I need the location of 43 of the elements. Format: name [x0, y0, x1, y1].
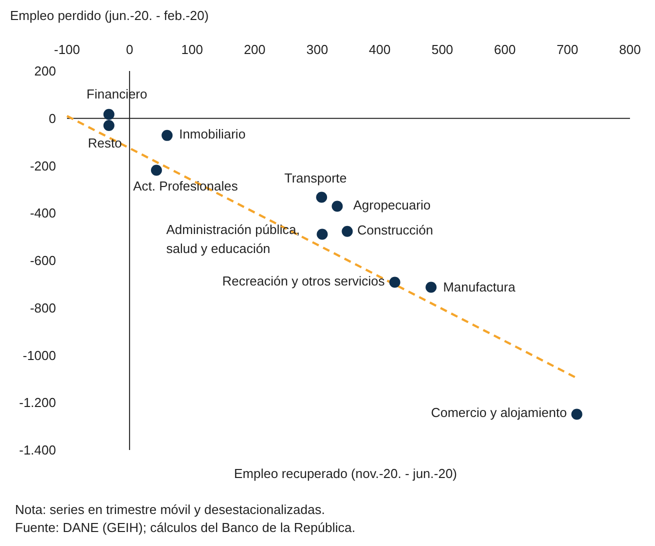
- y-tick-label: -600: [30, 253, 56, 268]
- x-tick-label: 600: [494, 42, 516, 57]
- annotation: Inmobiliario: [179, 126, 246, 142]
- point: [150, 164, 162, 176]
- point: [162, 130, 173, 141]
- annotation: Construcción: [357, 222, 434, 238]
- x-tick-label: 300: [306, 42, 328, 57]
- annotation: Agropecuario: [353, 198, 431, 213]
- annotation: Resto: [88, 136, 122, 151]
- y-tick-label: -1.400: [19, 442, 56, 458]
- y-tick-label: -200: [30, 158, 56, 174]
- y-axis-title: Empleo perdido (jun.-20. - feb.-20): [10, 8, 209, 23]
- y-tick-label: 0: [48, 110, 56, 126]
- y-tick-label: -400: [30, 206, 56, 221]
- point: [316, 228, 328, 240]
- point: [426, 282, 437, 293]
- x-tick-label: 100: [181, 42, 203, 57]
- point: [103, 120, 114, 131]
- x-tick-label: 800: [619, 42, 641, 57]
- annotation: Transporte: [284, 170, 347, 186]
- x-tick-label: 700: [556, 42, 578, 57]
- y-tick-label: -1.200: [19, 395, 56, 410]
- annotation: Recreación y otros servicios: [222, 274, 386, 289]
- annotation: Comercio y alojamiento: [430, 406, 567, 421]
- annotation: Administración pública, salud y educación: [166, 222, 300, 257]
- y-tick-label: -800: [30, 300, 56, 316]
- annotation: Manufactura: [443, 280, 516, 295]
- point: [571, 408, 582, 420]
- x-tick-label: 500: [431, 42, 454, 57]
- point: [389, 276, 400, 288]
- x-tick-label: 0: [126, 42, 134, 57]
- x-axis-title: Empleo recuperado (nov.-20. - jun.-20): [234, 466, 458, 481]
- x-tick-label: 200: [244, 42, 266, 57]
- y-tick-label: -1000: [22, 348, 56, 363]
- point: [342, 226, 353, 237]
- source-note: Fuente: DANE (GEIH); cálculos del Banco de la República.: [15, 520, 356, 535]
- point: [103, 108, 114, 120]
- point: [316, 192, 328, 203]
- x-tick-label: -100: [54, 42, 80, 57]
- point: [332, 200, 343, 212]
- text: Nota: series en trimestre móvil y desestacionalizadas.: [15, 502, 325, 517]
- x-tick-label: 400: [368, 42, 391, 57]
- y-tick-label: 200: [34, 64, 56, 79]
